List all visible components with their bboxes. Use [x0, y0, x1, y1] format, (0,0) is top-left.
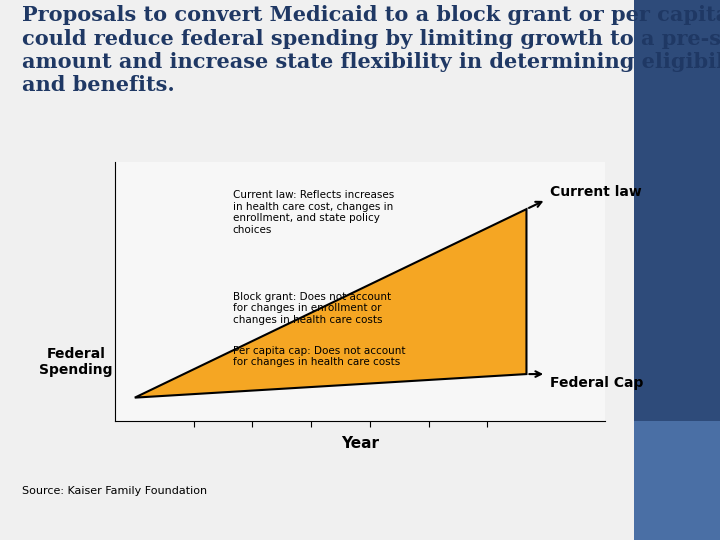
Text: Federal
Spending: Federal Spending: [40, 347, 113, 377]
Bar: [634, 421, 720, 540]
Text: Block grant: Does not account
for changes in enrollment or
changes in health car: Block grant: Does not account for change…: [233, 292, 391, 325]
Text: Source: Kaiser Family Foundation: Source: Kaiser Family Foundation: [22, 487, 207, 496]
Text: Current law: Reflects increases
in health care cost, changes in
enrollment, and : Current law: Reflects increases in healt…: [233, 190, 394, 235]
Text: Federal Cap: Federal Cap: [550, 376, 644, 390]
X-axis label: Year: Year: [341, 436, 379, 451]
Text: Per capita cap: Does not account
for changes in health care costs: Per capita cap: Does not account for cha…: [233, 346, 405, 367]
Polygon shape: [135, 209, 526, 397]
Text: Proposals to convert Medicaid to a block grant or per capita cap
could reduce fe: Proposals to convert Medicaid to a block…: [22, 5, 720, 95]
Text: Current law: Current law: [550, 185, 642, 199]
